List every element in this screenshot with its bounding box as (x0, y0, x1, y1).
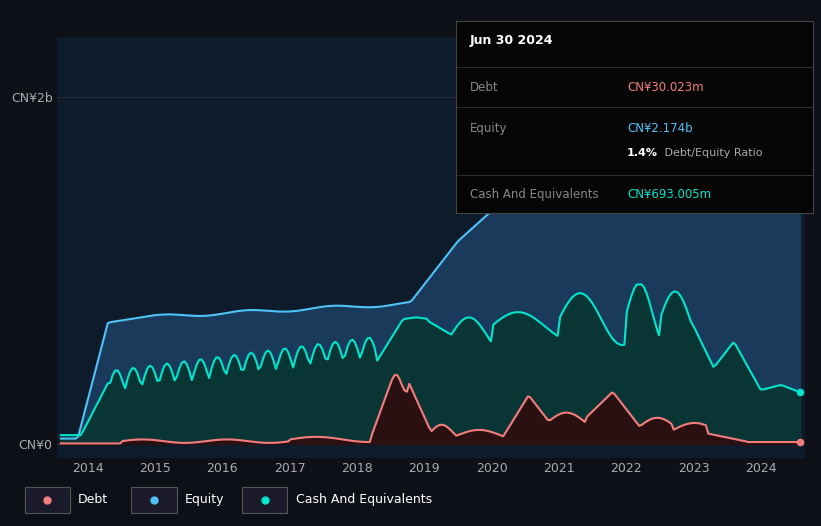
Text: CN¥30.023m: CN¥30.023m (627, 81, 704, 94)
Text: Debt: Debt (78, 493, 108, 506)
Point (41, 495, 54, 504)
Point (793, 438, 806, 446)
Text: Equity: Equity (470, 122, 507, 135)
Point (793, 63, 806, 72)
Bar (131, 487, 177, 513)
Bar (242, 487, 287, 513)
Point (258, 495, 271, 504)
Text: 1.4%: 1.4% (627, 148, 658, 158)
Text: Cash And Equivalents: Cash And Equivalents (296, 493, 432, 506)
Text: CN¥2.174b: CN¥2.174b (627, 122, 693, 135)
Point (148, 495, 161, 504)
Text: Debt: Debt (470, 81, 498, 94)
Text: Debt/Equity Ratio: Debt/Equity Ratio (661, 148, 763, 158)
Text: CN¥693.005m: CN¥693.005m (627, 188, 711, 201)
Text: Jun 30 2024: Jun 30 2024 (470, 34, 553, 47)
Text: Equity: Equity (185, 493, 224, 506)
Bar (25, 487, 70, 513)
Text: Cash And Equivalents: Cash And Equivalents (470, 188, 599, 201)
Point (793, 388, 806, 397)
